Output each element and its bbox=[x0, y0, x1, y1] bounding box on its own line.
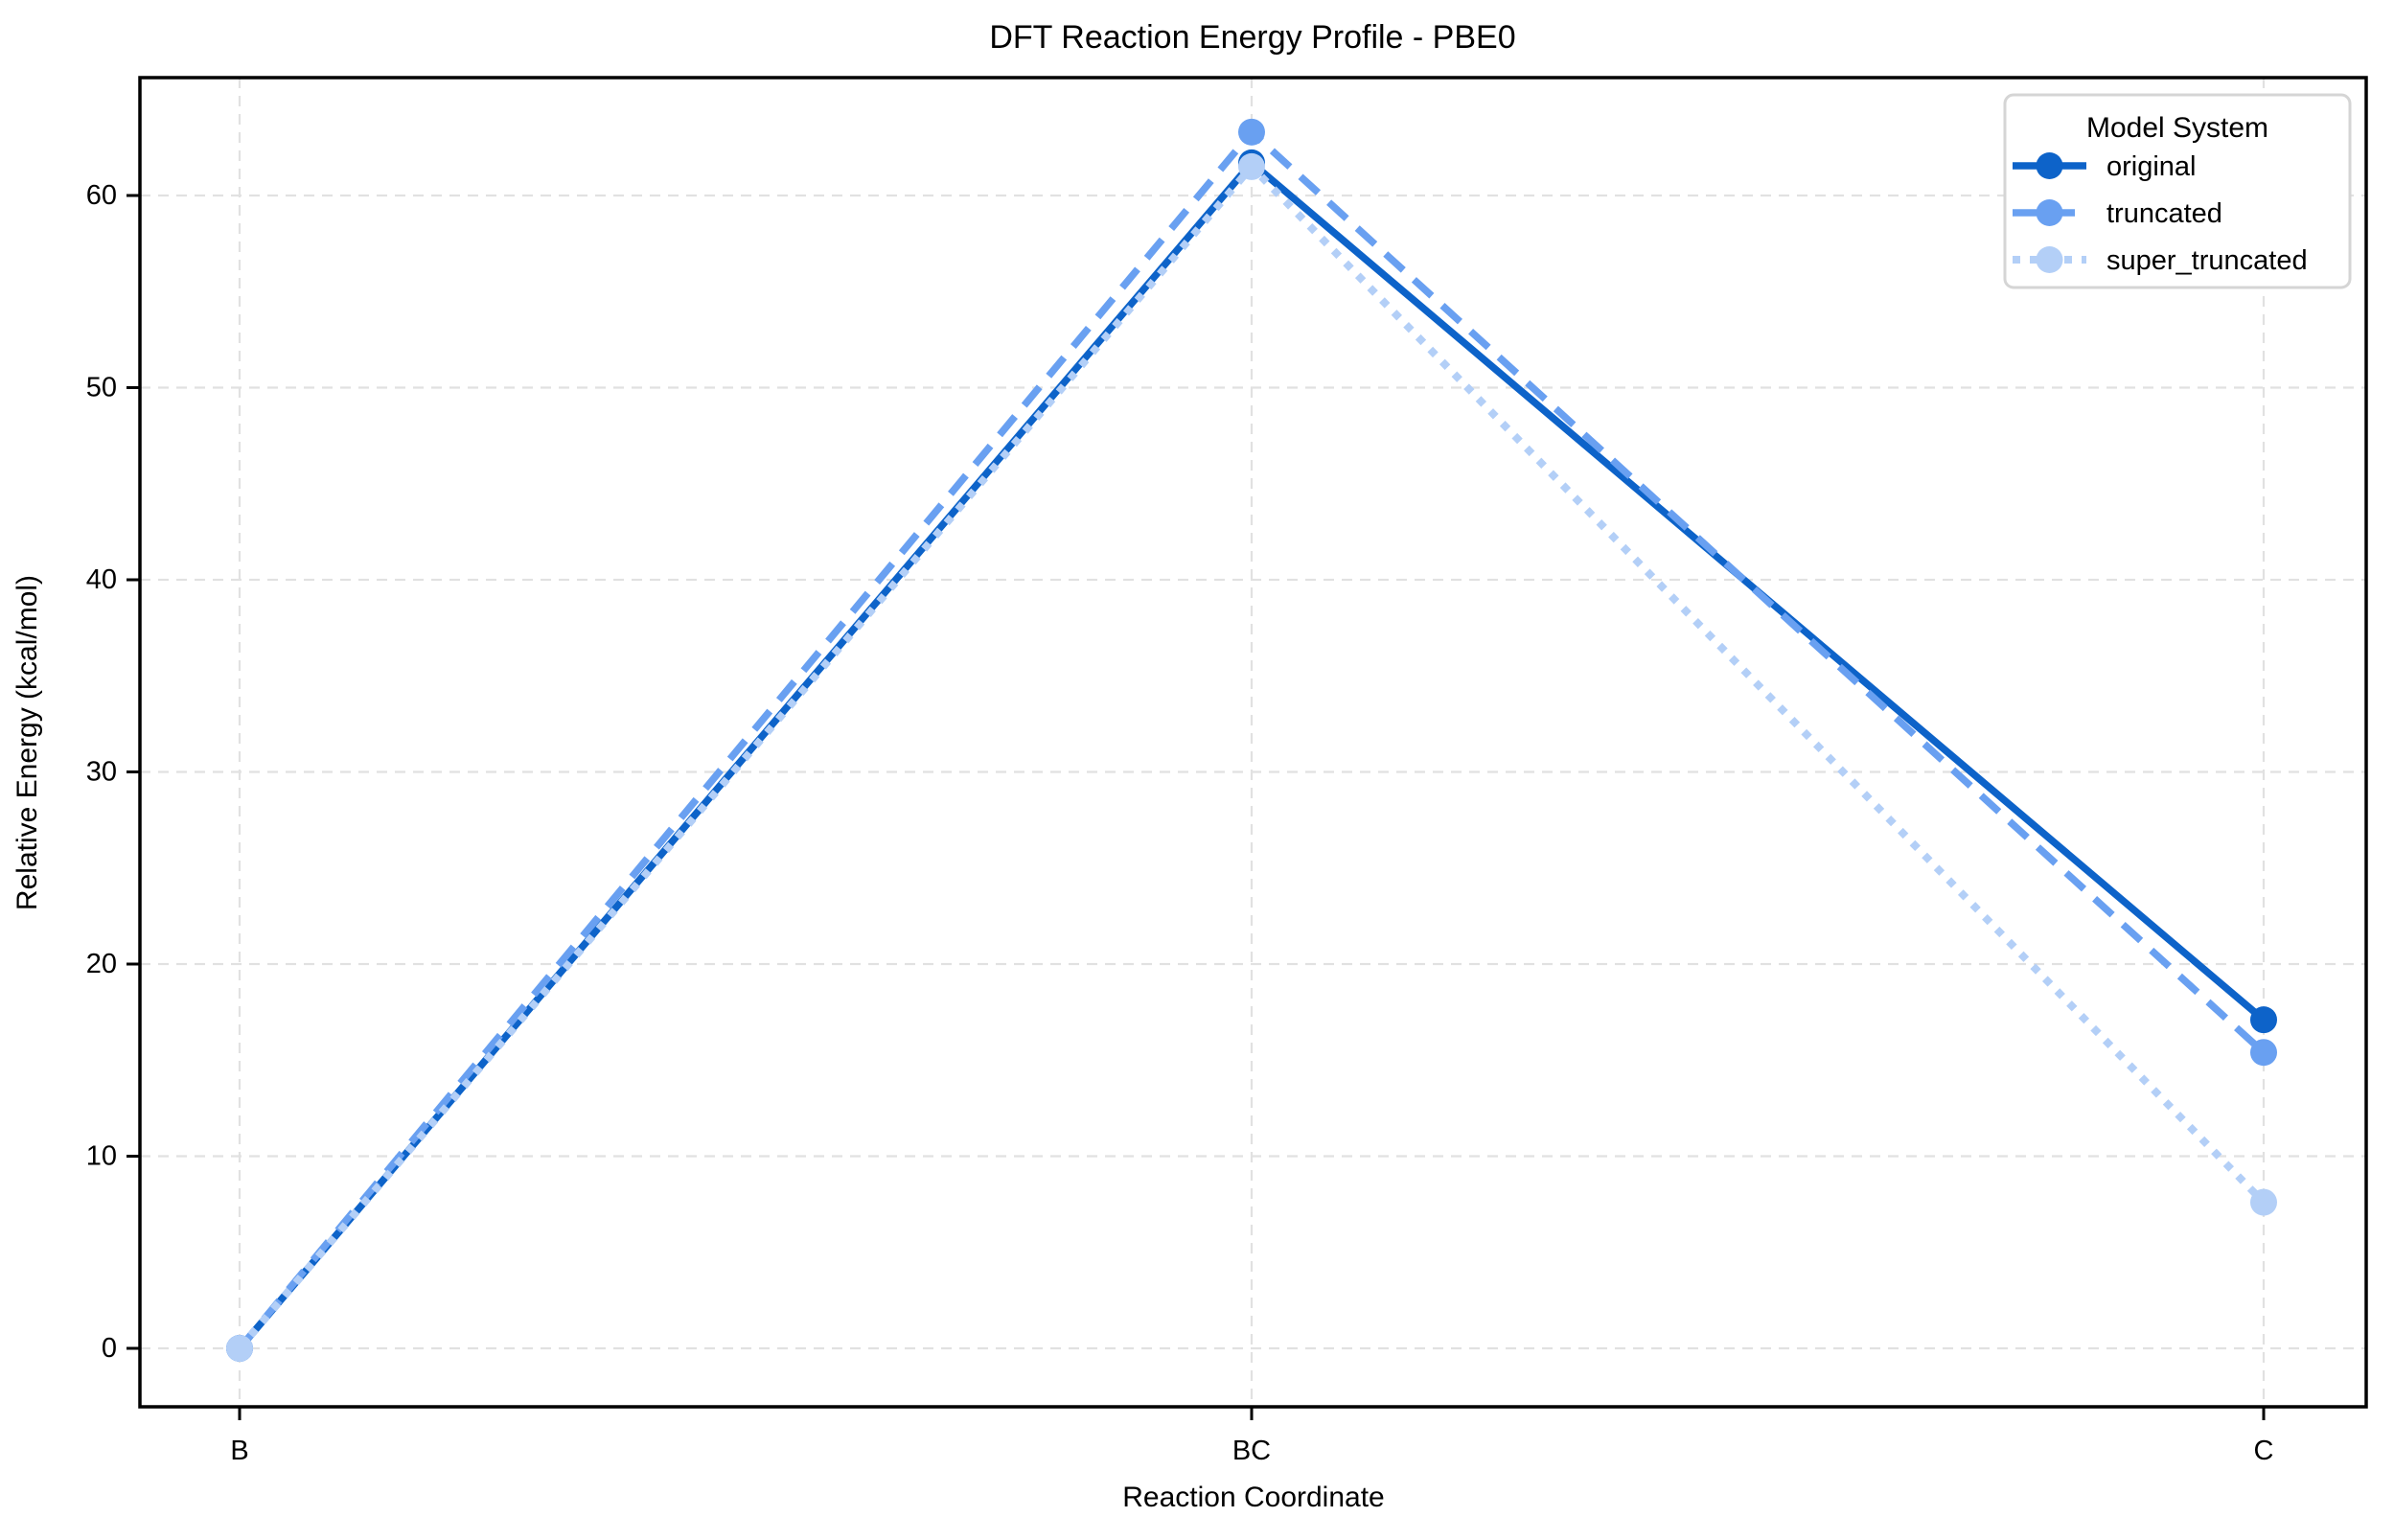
legend-box bbox=[2003, 93, 2352, 289]
x-tick-label: B bbox=[230, 1436, 248, 1466]
data-point bbox=[2250, 1039, 2277, 1067]
data-point bbox=[226, 1335, 253, 1362]
legend-title: Model System bbox=[2086, 112, 2268, 144]
y-tick-label: 50 bbox=[86, 373, 117, 403]
axis-ticks: 0 10 20 30 40 50 60 B BC C bbox=[86, 180, 2274, 1466]
y-tick-label: 30 bbox=[86, 757, 117, 788]
x-tick-label: C bbox=[2254, 1436, 2274, 1466]
gridlines bbox=[140, 78, 2366, 1407]
legend-marker bbox=[2036, 246, 2063, 273]
y-axis-label: Relative Energy (kcal/mol) bbox=[12, 575, 43, 910]
data-point bbox=[2250, 1188, 2277, 1216]
data-point bbox=[1238, 152, 1265, 180]
legend-entry-original: original bbox=[2013, 151, 2197, 182]
legend-entry-truncated: truncated bbox=[2013, 198, 2222, 229]
y-tick-label: 20 bbox=[86, 949, 117, 979]
series-super_truncated bbox=[226, 152, 2277, 1362]
y-tick-label: 60 bbox=[86, 180, 117, 211]
data-point bbox=[2250, 1006, 2277, 1034]
chart-title: DFT Reaction Energy Profile - PBE0 bbox=[989, 19, 1515, 56]
y-tick-label: 40 bbox=[86, 564, 117, 595]
legend-entries: original truncated super_truncated bbox=[2013, 151, 2308, 276]
legend-marker bbox=[2036, 152, 2063, 179]
data-point bbox=[1238, 118, 1265, 146]
x-tick-label: BC bbox=[1232, 1436, 1271, 1466]
legend-entry-label: super_truncated bbox=[2106, 245, 2308, 276]
y-tick-label: 0 bbox=[102, 1333, 117, 1364]
legend-entry-label: original bbox=[2106, 151, 2197, 182]
x-axis-label: Reaction Coordinate bbox=[1122, 1482, 1385, 1513]
legend-marker bbox=[2036, 199, 2063, 226]
series-layer bbox=[226, 118, 2277, 1362]
legend: Model System original truncated super_trun… bbox=[2003, 93, 2352, 289]
y-tick-label: 10 bbox=[86, 1141, 117, 1172]
legend-entry-label: truncated bbox=[2106, 198, 2222, 229]
legend-entry-super_truncated: super_truncated bbox=[2013, 245, 2308, 276]
